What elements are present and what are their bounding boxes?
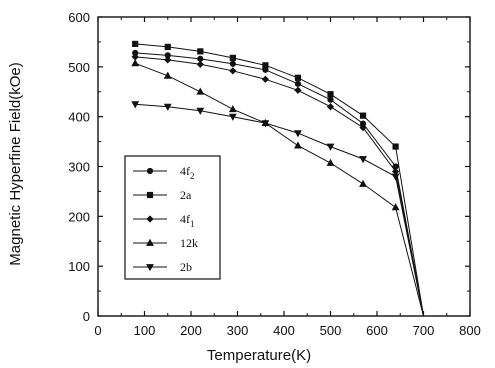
data-point-2a [262,62,269,69]
data-point-12k [294,141,302,149]
data-point-4f2 [294,80,302,87]
data-point-12k [131,59,140,67]
y-tick-label: 200 [68,209,90,224]
legend-box [124,155,221,280]
data-point-4f1 [164,56,172,64]
data-point-2a [132,40,139,48]
legend-label-2b: 2b [180,260,192,274]
data-point-4f1 [326,103,335,111]
data-point-2a [164,43,171,50]
data-point-2b [326,143,335,151]
legend-item-4f2: 4f2 [133,164,195,181]
x-tick-label: 100 [134,323,156,338]
x-tick-label: 300 [227,323,249,338]
y-tick-label: 500 [68,60,90,75]
data-point-2a [229,54,236,61]
data-point-4f1 [229,67,237,75]
series-layer [131,40,424,317]
y-tick-label: 600 [68,10,90,25]
data-point-12k [359,179,367,187]
series-line-4f1 [135,56,424,317]
data-point-12k [326,158,335,166]
legend-marker-4f1 [146,215,154,223]
series-2b [131,101,424,317]
y-tick-label: 400 [68,110,90,125]
series-line-12k [135,62,424,317]
series-line-4f2 [135,52,424,317]
data-point-2a [392,143,399,150]
series-4f2 [132,49,424,317]
legend-marker-2a [146,191,154,199]
x-axis-title: Temperature(K) [207,347,311,364]
data-point-12k [163,71,172,79]
x-tick-label: 200 [180,323,202,338]
y-tick-label: 300 [68,160,90,175]
data-point-12k [228,104,237,113]
data-point-2b [163,103,172,111]
data-point-12k [196,87,205,95]
x-tick-label: 400 [273,323,295,338]
y-tick-label: 0 [83,309,90,324]
data-point-4f2 [229,60,236,67]
data-point-4f2 [327,96,334,103]
legend-marker-4f2 [146,167,154,175]
y-axis-ticks: 0 100 200 300 400 500 600 [68,10,470,324]
legend-label-4f1: 4f1 [180,212,195,229]
series-4f1 [131,53,424,317]
data-point-2b [359,156,367,164]
data-point-2b [228,113,237,121]
legend-label-4f2: 4f2 [180,164,195,181]
x-tick-label: 0 [94,323,101,338]
series-line-2a [135,43,424,317]
data-point-2a [359,112,367,119]
data-point-4f1 [359,124,367,132]
legend-marker-2b [146,264,154,272]
data-point-4f1 [294,86,302,94]
x-tick-label: 500 [320,323,342,338]
x-tick-label: 600 [366,323,388,338]
x-tick-label: 700 [413,323,435,338]
data-point-2b [391,173,400,181]
legend-item-12k: 12k [133,236,198,250]
data-point-2a [327,91,334,98]
x-axis-ticks: 0 100 200 300 400 500 600 700 800 [94,17,481,338]
data-point-2b [294,130,302,138]
legend-item-2b: 2b [133,260,192,274]
data-point-2a [197,48,204,55]
data-point-4f1 [196,60,204,68]
data-point-2b [131,101,140,109]
legend-marker-12k [146,238,154,246]
y-axis-title: Magnetic Hyperfine Field(kOe) [7,62,24,265]
data-point-2a [294,74,302,81]
legend-item-4f1: 4f1 [133,212,195,229]
legend-item-2a: 2a [133,188,192,202]
data-point-2b [261,120,270,128]
data-point-12k [391,203,400,211]
data-point-4f1 [261,75,270,83]
legend: 4f2 2a 4f1 12k 2b [124,155,221,280]
series-line-2b [135,103,424,317]
legend-label-12k: 12k [180,236,198,250]
series-2a [132,40,424,317]
data-point-2b [196,107,205,115]
x-tick-label: 800 [459,323,481,338]
y-tick-label: 100 [68,259,90,274]
legend-label-2a: 2a [180,188,192,202]
